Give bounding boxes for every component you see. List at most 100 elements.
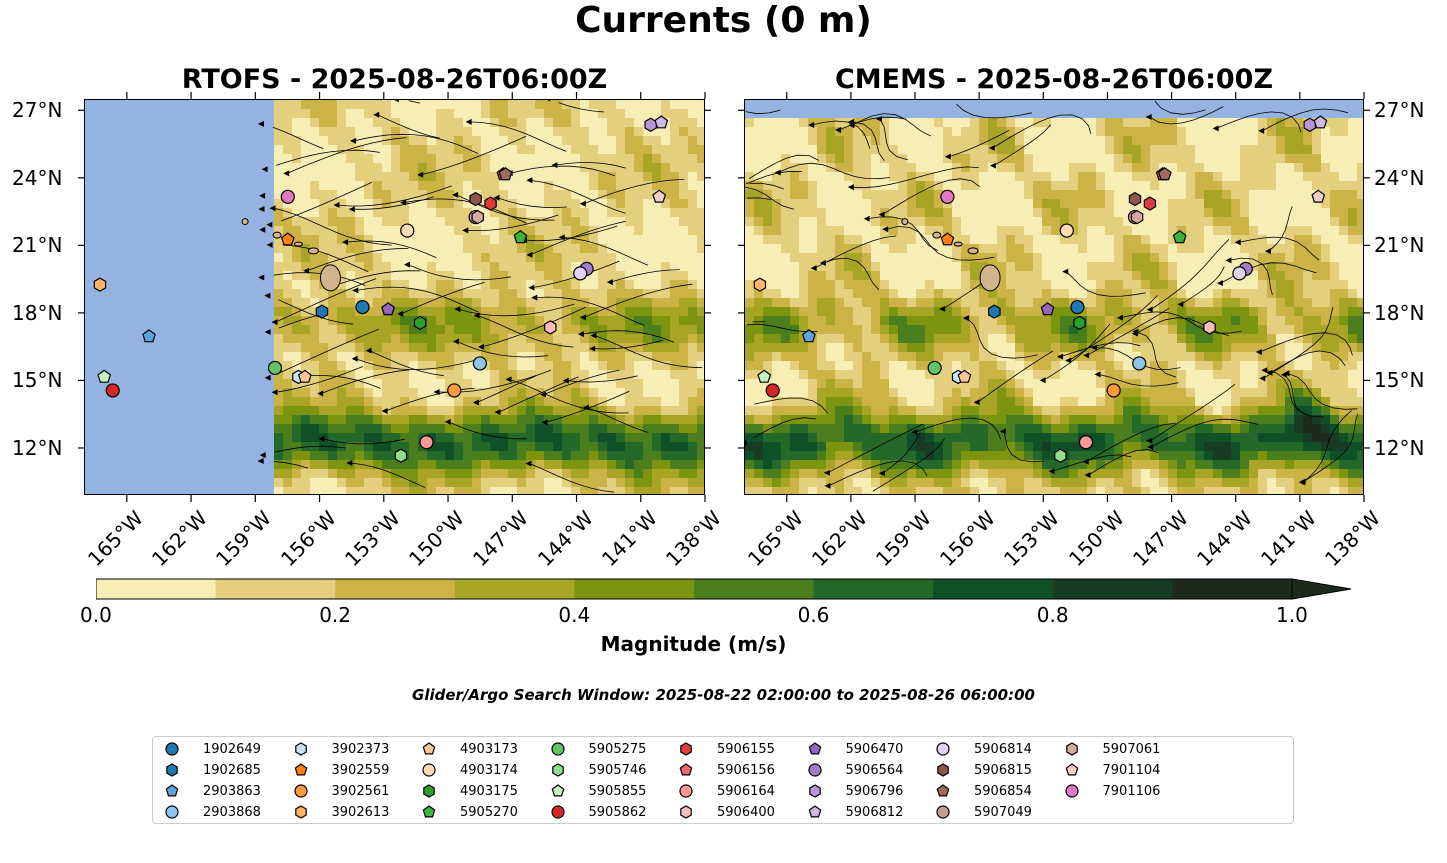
legend-label: 5905275 xyxy=(588,741,647,757)
float-3902561 xyxy=(1106,383,1121,398)
legend-item: 4903173 xyxy=(418,739,518,759)
float-5906164 xyxy=(1078,435,1094,450)
legend-label: 5906164 xyxy=(717,783,775,799)
legend-label: 5905270 xyxy=(460,804,518,820)
figure-title: Currents (0 m) xyxy=(575,0,872,41)
float-5905855 xyxy=(97,369,112,383)
float-5905862 xyxy=(765,383,780,398)
colorbar-outline xyxy=(95,578,1292,600)
float-5906400 xyxy=(1203,320,1216,335)
legend-item: 5906815 xyxy=(932,760,1032,780)
legend-item: 5907049 xyxy=(932,802,1032,822)
legend-item: 5905862 xyxy=(547,802,647,822)
legend-item: 2903863 xyxy=(161,781,261,801)
legend-item: 5906854 xyxy=(932,781,1032,801)
float-5905862 xyxy=(105,383,120,398)
float-3902559 xyxy=(280,232,295,246)
legend-marker xyxy=(165,784,179,797)
float-4903175 xyxy=(413,315,427,331)
legend-marker xyxy=(166,763,178,777)
legend-label: 5906796 xyxy=(845,783,904,799)
legend-marker xyxy=(550,805,565,819)
hawaiian-islands xyxy=(241,218,341,292)
legend-marker xyxy=(550,742,565,756)
legend-label: 2903863 xyxy=(203,783,261,799)
float-4903175 xyxy=(1073,315,1086,331)
panel-title-cmems: CMEMS - 2025-08-26T06:00Z xyxy=(834,64,1274,95)
float-7901106 xyxy=(940,189,955,204)
legend-label: 5906564 xyxy=(845,762,904,778)
legend-marker xyxy=(1064,784,1079,798)
legend-item: 7901106 xyxy=(1061,781,1160,801)
float-1902685 xyxy=(988,304,1001,319)
lat-tick-label: 24°N xyxy=(1374,165,1425,190)
lat-tick-label: 24°N xyxy=(12,165,63,190)
legend-item: 3902613 xyxy=(290,802,390,822)
legend-marker xyxy=(294,742,307,756)
legend-marker-5905855 xyxy=(551,784,564,797)
streamlines xyxy=(257,100,703,493)
legend-item: 2903868 xyxy=(161,802,261,822)
float-1902649 xyxy=(355,300,370,315)
float-7901104 xyxy=(1311,189,1326,203)
colorbar-swatch xyxy=(813,579,934,599)
cmems-map-canvas xyxy=(745,100,1363,494)
float-5906814 xyxy=(1232,266,1247,281)
legend-marker-1902649 xyxy=(165,742,179,756)
float-3902561 xyxy=(447,383,462,398)
legend-item: 5906400 xyxy=(675,802,775,822)
float-5907061 xyxy=(471,209,484,225)
legend-marker-5906564 xyxy=(807,763,822,777)
float-3902613 xyxy=(753,277,767,292)
legend-label: 4903173 xyxy=(460,741,518,757)
float-5907061 xyxy=(1130,209,1144,225)
float-5906812 xyxy=(654,115,669,129)
float-5906155 xyxy=(484,196,497,211)
legend-label: 5905746 xyxy=(588,762,647,778)
legend-marker-4903174 xyxy=(422,763,436,777)
legend-marker-5905270 xyxy=(422,805,436,818)
float-4903174 xyxy=(1059,223,1074,238)
float-4903174 xyxy=(400,223,415,238)
legend-label: 3902561 xyxy=(331,783,390,799)
float-1902649 xyxy=(1070,300,1085,315)
legend-marker xyxy=(293,784,308,798)
float-5905270 xyxy=(1172,230,1187,244)
colorbar-swatch xyxy=(933,579,1054,599)
hawaiian-islands xyxy=(901,218,1001,292)
legend-marker-5906814 xyxy=(936,742,950,756)
legend-marker-1902685 xyxy=(166,763,178,777)
float-2903868 xyxy=(472,356,487,371)
float-5905855 xyxy=(757,369,772,383)
magnitude-field xyxy=(274,100,704,494)
legend-item: 5905270 xyxy=(418,802,518,822)
lat-tick-label: 18°N xyxy=(1374,300,1425,325)
legend-label: 3902559 xyxy=(331,762,390,778)
legend-label: 5906854 xyxy=(974,783,1032,799)
float-1902685 xyxy=(315,304,329,319)
float-4903173 xyxy=(957,369,972,383)
float-7901106 xyxy=(280,189,295,204)
colorbar xyxy=(95,578,1352,602)
legend-item: 5905855 xyxy=(547,781,646,801)
legend-marker xyxy=(165,742,179,756)
colorbar-label: Magnitude (m/s) xyxy=(600,632,787,656)
legend-label: 3902613 xyxy=(331,804,390,820)
legend-marker-3902373 xyxy=(294,742,307,756)
legend-marker xyxy=(679,763,693,776)
lat-tick-label: 15°N xyxy=(12,368,63,393)
legend-marker-5906796 xyxy=(808,784,821,798)
legend-label: 5907061 xyxy=(1102,741,1161,757)
legend-marker xyxy=(808,742,821,755)
float-5906815 xyxy=(469,191,482,207)
float-5906400 xyxy=(544,320,557,335)
legend-marker xyxy=(807,763,822,777)
legend-label: 5905862 xyxy=(588,804,647,820)
legend-label: 5906470 xyxy=(845,741,904,757)
legend-marker-3902559 xyxy=(294,763,307,776)
colorbar-swatch xyxy=(694,579,815,599)
legend-label: 5906815 xyxy=(974,762,1032,778)
legend-marker xyxy=(937,763,949,777)
legend-marker-5907061 xyxy=(1065,742,1078,756)
legend-label: 3902373 xyxy=(331,741,390,757)
